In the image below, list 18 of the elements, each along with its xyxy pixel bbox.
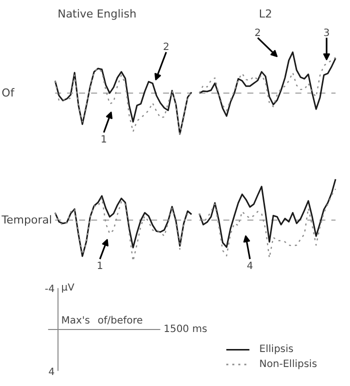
y-axis-title: Temporal (0, 214, 52, 227)
text: 3 (323, 28, 330, 39)
text: 4 (48, 366, 55, 378)
y-axis-title: Of (2, 86, 16, 100)
annotation: 1 (96, 261, 104, 272)
text: -4 (44, 284, 55, 296)
legend-label: Ellipsis (259, 344, 294, 356)
text: µV (61, 282, 75, 294)
chart-title: Native English (58, 8, 136, 20)
text: 4 (246, 261, 254, 272)
text: 2 (163, 42, 170, 54)
text: 1500 ms (164, 324, 208, 335)
text: Max's (61, 316, 90, 327)
text: 2 (254, 28, 261, 39)
chart-title: L2 (258, 8, 272, 20)
text: 1 (100, 134, 108, 146)
text: of/before (98, 316, 143, 327)
legend-label: Non-Ellipsis (259, 358, 318, 370)
